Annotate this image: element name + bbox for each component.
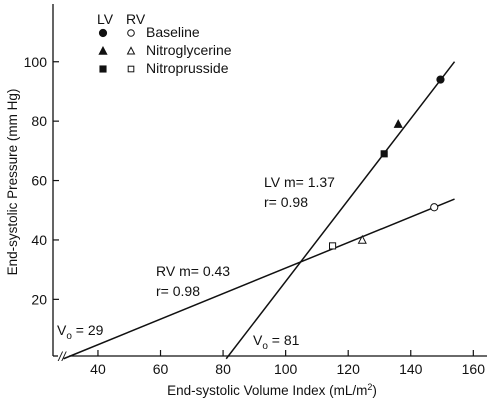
y-tick-label: 100 <box>24 54 48 70</box>
data-points <box>329 75 445 250</box>
axis-break-mark: // <box>57 349 67 364</box>
legend-label: Nitroprusside <box>146 60 229 76</box>
legend-lv-marker <box>98 28 108 38</box>
x-tick-label: 80 <box>215 361 231 377</box>
rv-fit-line <box>63 198 455 360</box>
y-tick-label: 60 <box>31 173 47 189</box>
x-tick-label: 160 <box>462 361 486 377</box>
y-ticks: 20 40 60 80 100 <box>24 54 59 307</box>
rv-point-triangle <box>357 234 367 244</box>
legend-lv-marker <box>99 65 107 73</box>
y-tick-label: 20 <box>31 291 47 307</box>
legend-rv-marker <box>127 65 135 73</box>
annotations: LV m= 1.37 r= 0.98 RV m= 0.43 r= 0.98 Vo… <box>57 174 335 352</box>
rv-r-label: r= 0.98 <box>156 283 200 299</box>
fit-lines <box>63 61 456 360</box>
y-axis-label: End-systolic Pressure (mm Hg) <box>5 89 20 276</box>
lv-slope-label: LV m= 1.37 <box>264 174 335 190</box>
legend-label: Nitroglycerine <box>146 42 232 58</box>
y-tick-label: 80 <box>31 113 47 129</box>
legend-rv-marker <box>126 46 136 55</box>
legend-rv-marker <box>127 29 135 37</box>
x-tick-label: 100 <box>274 361 298 377</box>
x-tick-label: 40 <box>90 361 106 377</box>
lv-point-square <box>380 150 388 158</box>
legend-items: Baseline Nitroglycerine Nitroprusside <box>98 24 232 76</box>
lv-point-triangle <box>393 119 403 128</box>
x-tick-label: 140 <box>399 361 423 377</box>
y-tick-label: 40 <box>31 232 47 248</box>
lv-point-circle <box>436 75 445 84</box>
lv-r-label: r= 0.98 <box>264 194 308 210</box>
x-tick-label: 60 <box>153 361 169 377</box>
rv-point-circle <box>430 203 439 212</box>
x-tick-label: 120 <box>337 361 361 377</box>
legend-header-rv: RV <box>126 11 146 27</box>
rv-vo-label: Vo = 29 <box>57 322 104 342</box>
lv-vo-label: Vo = 81 <box>253 332 300 352</box>
rv-point-square <box>329 242 337 250</box>
x-ticks: 40 60 80 100 120 140 160 <box>90 350 485 377</box>
legend-header-lv: LV <box>97 11 114 27</box>
lv-fit-line <box>225 61 456 360</box>
legend: LV RV Baseline Nitroglycerine Nitroprussid… <box>97 11 232 76</box>
legend-lv-marker <box>98 45 108 55</box>
rv-slope-label: RV m= 0.43 <box>156 263 230 279</box>
legend-label: Baseline <box>146 24 200 40</box>
x-axis-label: End-systolic Volume Index (mL/m2) <box>167 382 377 398</box>
